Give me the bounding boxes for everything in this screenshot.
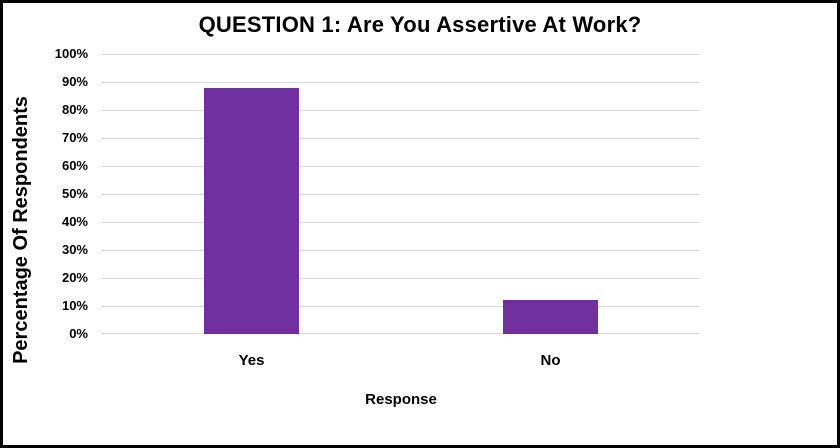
gridline xyxy=(102,110,700,111)
gridline xyxy=(102,278,700,279)
y-tick-label: 40% xyxy=(61,214,88,229)
x-tick-label-no: No xyxy=(540,352,561,369)
plot-area xyxy=(102,54,700,334)
gridline xyxy=(102,333,700,334)
y-tick-label: 50% xyxy=(61,186,88,201)
gridline xyxy=(102,166,700,167)
gridline xyxy=(102,138,700,139)
gridline xyxy=(102,194,700,195)
bar-no xyxy=(503,300,598,334)
y-tick-label: 20% xyxy=(61,270,88,285)
y-tick-label: 10% xyxy=(61,298,88,313)
gridline xyxy=(102,222,700,223)
gridline xyxy=(102,54,700,55)
y-tick-label: 90% xyxy=(61,74,88,89)
x-axis-title: Response xyxy=(365,391,437,408)
y-tick-label: 0% xyxy=(69,326,88,341)
x-tick-label-yes: Yes xyxy=(238,352,265,369)
y-tick-label: 60% xyxy=(61,158,88,173)
y-axis-title: Percentage Of Respondents xyxy=(10,96,32,364)
bar-yes xyxy=(204,88,299,334)
gridline xyxy=(102,306,700,307)
y-tick-label: 100% xyxy=(54,46,88,61)
gridline xyxy=(102,82,700,83)
y-tick-label: 70% xyxy=(61,130,88,145)
chart-title: QUESTION 1: Are You Assertive At Work? xyxy=(198,12,642,37)
y-tick-label: 80% xyxy=(61,102,88,117)
gridline xyxy=(102,250,700,251)
y-tick-label: 30% xyxy=(61,242,88,257)
